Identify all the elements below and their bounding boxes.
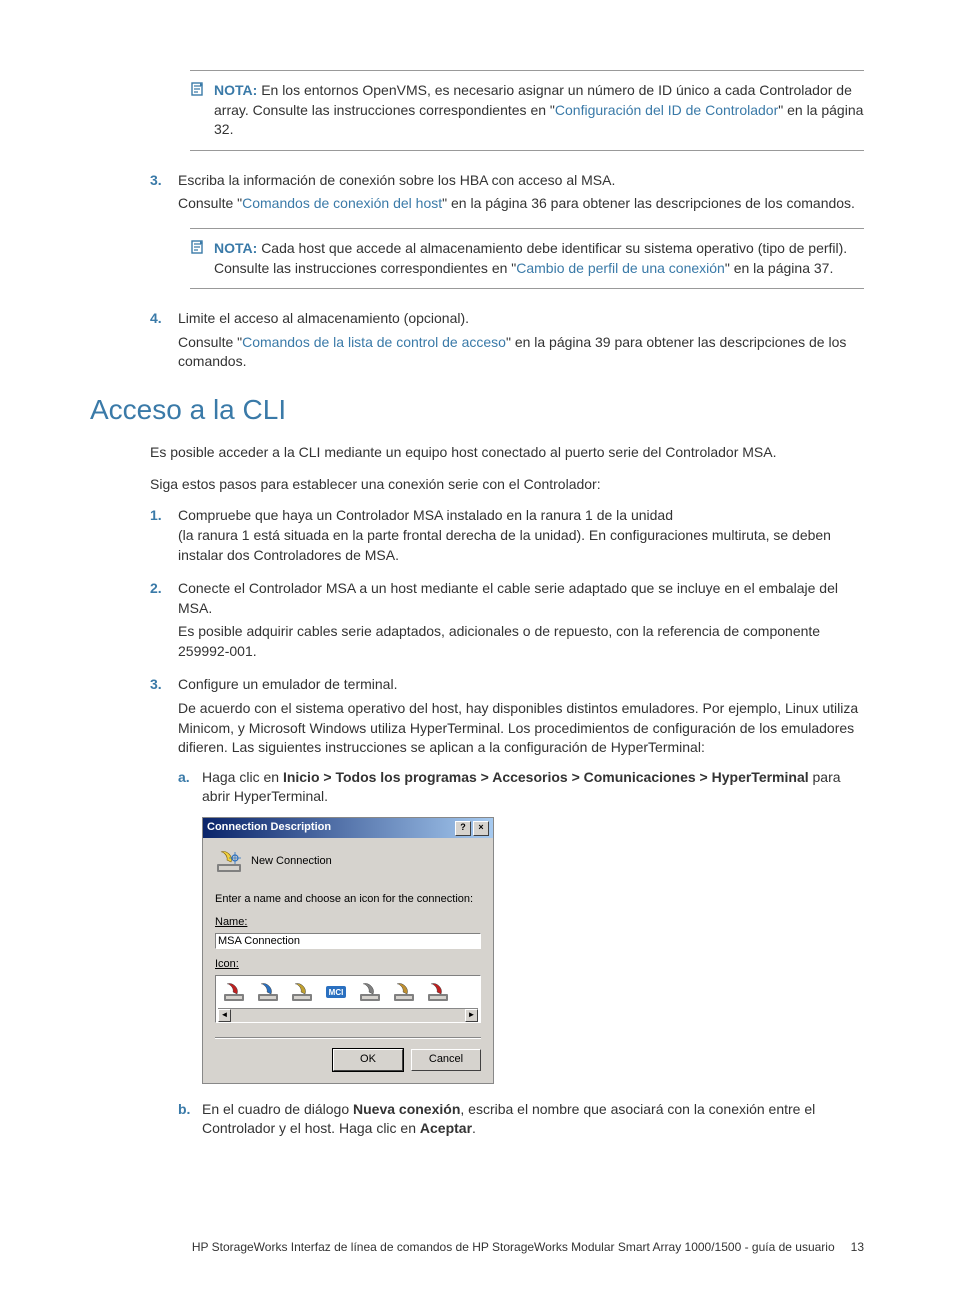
note-rule bbox=[190, 228, 864, 229]
page-footer: HP StorageWorks Interfaz de línea de com… bbox=[90, 1239, 864, 1256]
new-connection-label: New Connection bbox=[251, 854, 332, 869]
intro-2: Siga estos pasos para establecer una con… bbox=[150, 475, 864, 495]
close-button[interactable]: × bbox=[473, 821, 489, 836]
phone-modem-icon bbox=[215, 848, 243, 876]
dialog-titlebar: Connection Description ? × bbox=[203, 818, 493, 838]
connection-icon-option[interactable] bbox=[222, 980, 246, 1004]
intro-1: Es posible acceder a la CLI mediante un … bbox=[150, 443, 864, 463]
note-rule bbox=[190, 70, 864, 71]
note-label: NOTA: bbox=[214, 240, 257, 256]
step-3: 3. Escriba la información de conexión so… bbox=[150, 171, 864, 214]
step-4: 4. Limite el acceso al almacenamiento (o… bbox=[150, 309, 864, 372]
dialog-separator bbox=[215, 1037, 481, 1039]
dialog-title: Connection Description bbox=[207, 820, 453, 835]
note-icon bbox=[190, 239, 208, 261]
step-3-detail: Consulte "Comandos de conexión del host"… bbox=[178, 194, 864, 214]
note-block-1: NOTA: En los entornos OpenVMS, es necesa… bbox=[190, 70, 864, 151]
step-4-detail: Consulte "Comandos de la lista de contro… bbox=[178, 333, 864, 372]
scroll-left-button[interactable]: ◄ bbox=[218, 1009, 231, 1022]
ok-button[interactable]: OK bbox=[333, 1049, 403, 1071]
connection-icon-option[interactable]: MCI bbox=[324, 980, 348, 1004]
connection-icon-option[interactable] bbox=[392, 980, 416, 1004]
icon-scrollbar[interactable]: ◄ ► bbox=[218, 1008, 478, 1022]
name-input[interactable] bbox=[215, 933, 481, 949]
link-config-id[interactable]: Configuración del ID de Controlador bbox=[555, 102, 778, 118]
note-text: NOTA: Cada host que accede al almacenami… bbox=[214, 239, 864, 278]
link-host-commands[interactable]: Comandos de conexión del host bbox=[242, 195, 442, 211]
icon-label: Icon: bbox=[215, 957, 481, 972]
svg-text:MCI: MCI bbox=[329, 988, 344, 997]
note-rule bbox=[190, 150, 864, 151]
note-icon bbox=[190, 81, 208, 103]
cancel-button[interactable]: Cancel bbox=[411, 1049, 481, 1071]
footer-text: HP StorageWorks Interfaz de línea de com… bbox=[192, 1239, 835, 1256]
connection-icon-option[interactable] bbox=[358, 980, 382, 1004]
section-title: Acceso a la CLI bbox=[90, 390, 864, 429]
connection-dialog: Connection Description ? × bbox=[202, 817, 494, 1084]
dialog-prompt: Enter a name and choose an icon for the … bbox=[215, 892, 481, 907]
help-button[interactable]: ? bbox=[455, 821, 471, 836]
name-label: Name: bbox=[215, 915, 481, 930]
cli-step-1: 1. Compruebe que haya un Controlador MSA… bbox=[150, 506, 864, 565]
note-text: NOTA: En los entornos OpenVMS, es necesa… bbox=[214, 81, 864, 140]
link-acl-commands[interactable]: Comandos de la lista de control de acces… bbox=[242, 334, 506, 350]
note-label: NOTA: bbox=[214, 82, 257, 98]
note-rule bbox=[190, 288, 864, 289]
scroll-right-button[interactable]: ► bbox=[465, 1009, 478, 1022]
sub-step-a: a. Haga clic en Inicio > Todos los progr… bbox=[178, 768, 864, 1084]
new-connection-row: New Connection bbox=[215, 848, 481, 876]
connection-icon-option[interactable] bbox=[426, 980, 450, 1004]
connection-icon-option[interactable] bbox=[256, 980, 280, 1004]
icon-picker[interactable]: MCI ◄ ► bbox=[215, 975, 481, 1023]
page-number: 13 bbox=[851, 1239, 864, 1256]
connection-icon-option[interactable] bbox=[290, 980, 314, 1004]
sub-step-b: b. En el cuadro de diálogo Nueva conexió… bbox=[178, 1100, 864, 1139]
note-block-2: NOTA: Cada host que accede al almacenami… bbox=[190, 228, 864, 289]
cli-step-2: 2. Conecte el Controlador MSA a un host … bbox=[150, 579, 864, 661]
link-profile-change[interactable]: Cambio de perfil de una conexión bbox=[516, 260, 725, 276]
cli-step-3: 3. Configure un emulador de terminal. De… bbox=[150, 675, 864, 1138]
